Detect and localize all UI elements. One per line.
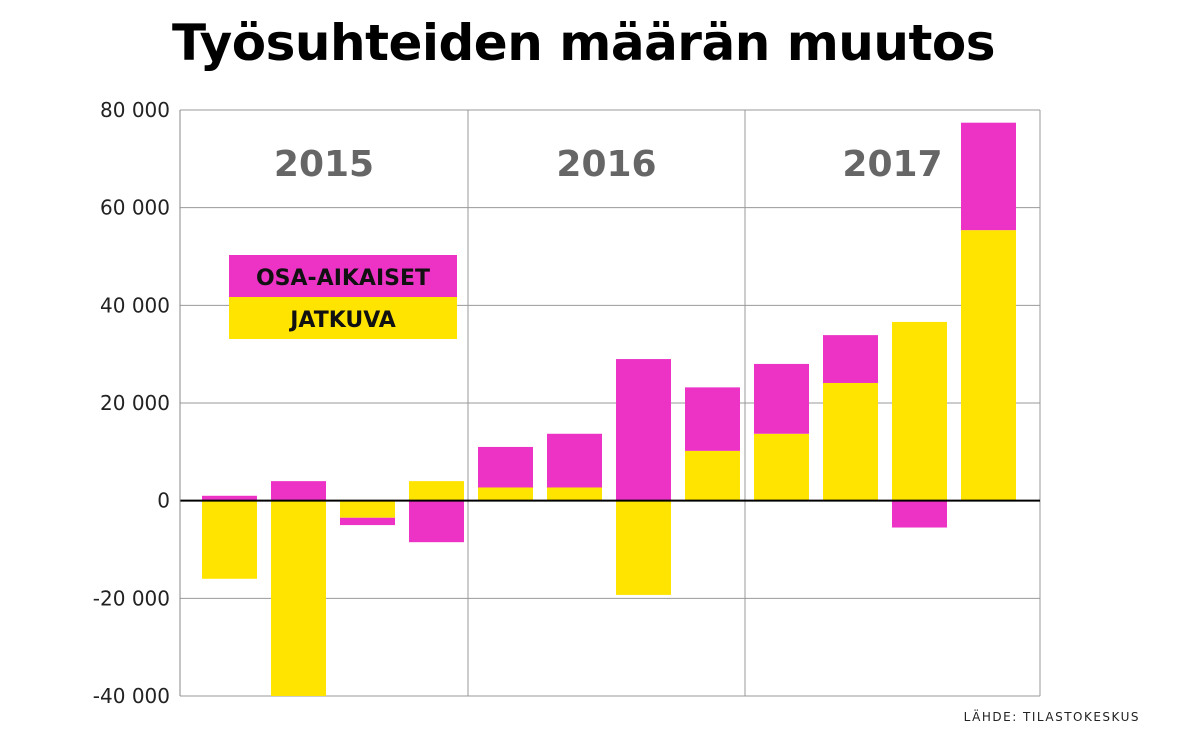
bar-jatkuva-2 [271,500,326,696]
bar-jatkuva-4 [409,481,464,501]
chart-title: Työsuhteiden määrän muutos [172,14,996,72]
bar-jatkuva-5 [478,487,533,501]
bar-osa-aikaiset-10 [823,335,878,383]
bar-osa-aikaiset-9 [754,363,809,434]
legend: OSA-AIKAISET JATKUVA [229,255,457,339]
bar-osa-aikaiset-2 [271,481,326,501]
bar-jatkuva-1 [202,500,257,579]
bar-jatkuva-9 [754,433,809,501]
y-tick-label: 0 [157,489,170,513]
bar-osa-aikaiset-4 [409,500,464,543]
y-tick-label: 60 000 [100,196,170,220]
bar-osa-aikaiset-3 [340,517,395,526]
y-tick-label: 80 000 [100,98,170,122]
legend-label-osa-aikaiset: OSA-AIKAISET [256,266,430,291]
y-tick-label: 40 000 [100,293,170,317]
bar-osa-aikaiset-12 [961,122,1016,231]
bar-jatkuva-10 [823,382,878,501]
bar-osa-aikaiset-1 [202,495,257,501]
legend-label-jatkuva: JATKUVA [288,308,396,333]
bar-osa-aikaiset-11 [892,500,947,528]
bar-jatkuva-11 [892,321,947,501]
legend-swatch-osa-aikaiset [229,255,457,297]
bar-osa-aikaiset-5 [478,446,533,488]
bar-jatkuva-8 [685,450,740,501]
bar-osa-aikaiset-7 [616,359,671,501]
y-tick-label: -40 000 [93,684,170,708]
bar-jatkuva-6 [547,487,602,501]
legend-swatch-jatkuva [229,297,457,339]
year-label-2015: 2015 [274,144,374,185]
year-label-2017: 2017 [842,144,942,185]
bar-layer [202,122,1016,696]
bar-jatkuva-3 [340,500,395,518]
bar-jatkuva-12 [961,230,1016,501]
source-note: LÄHDE: TILASTOKESKUS [963,710,1140,724]
y-tick-label: 20 000 [100,391,170,415]
y-tick-label: -20 000 [93,586,170,610]
bar-osa-aikaiset-8 [685,387,740,451]
bar-osa-aikaiset-6 [547,433,602,488]
bar-jatkuva-7 [616,500,671,595]
year-label-2016: 2016 [556,144,656,185]
axis-layer: 80 000 60 000 40 000 20 000 0 -20 000 -40 000 2… [93,98,1040,708]
